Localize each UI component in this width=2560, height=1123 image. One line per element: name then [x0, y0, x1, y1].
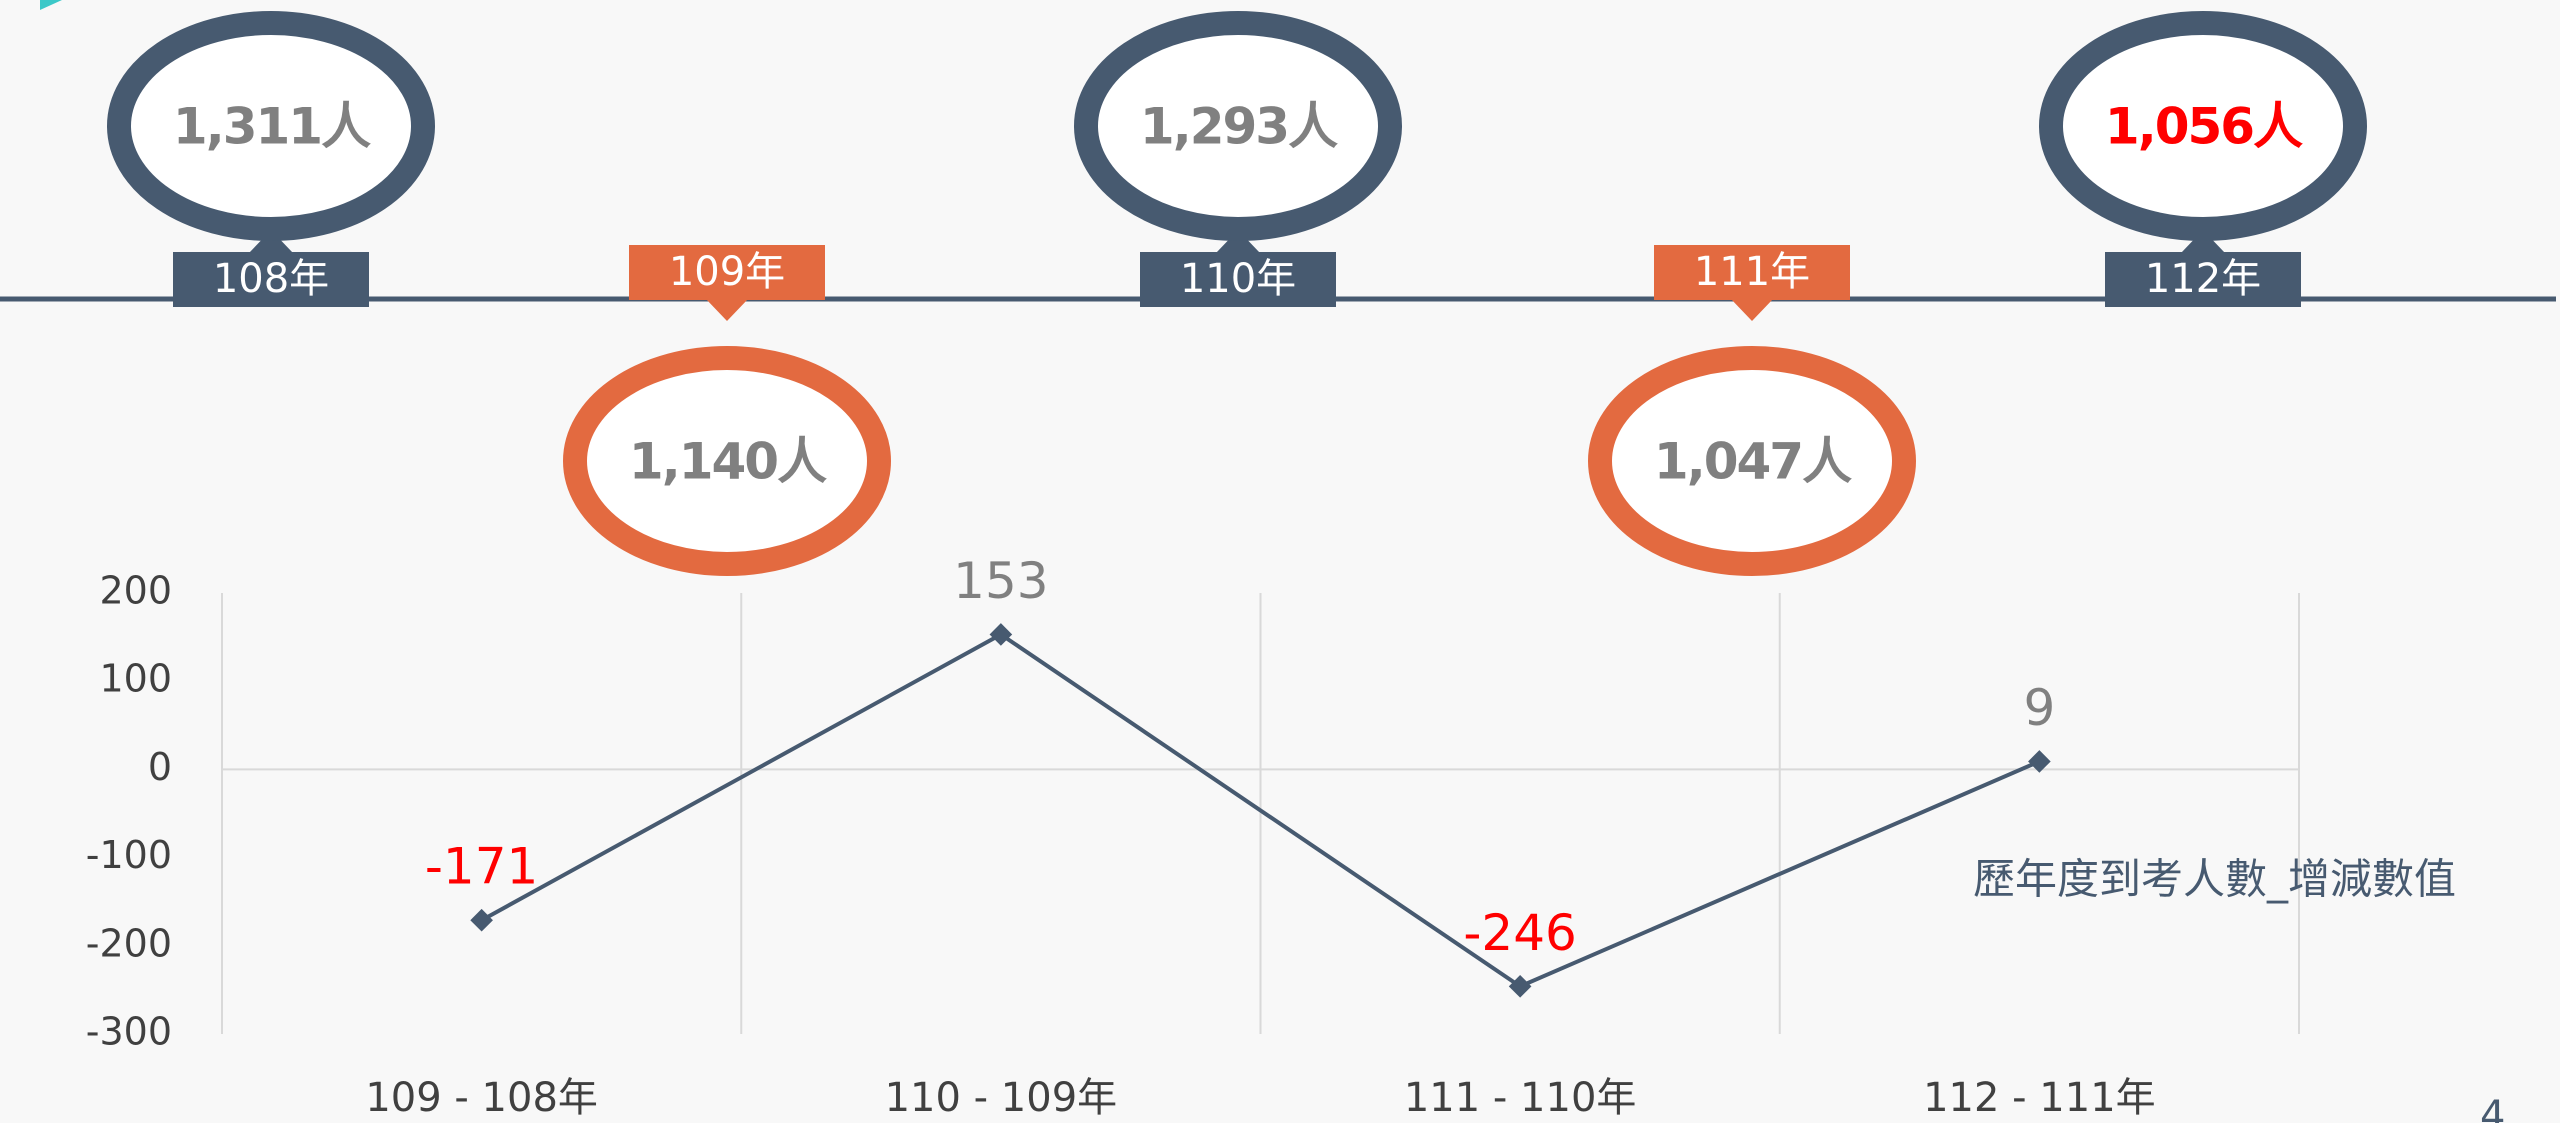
pointer [249, 230, 293, 253]
count-bubble [1588, 346, 1916, 576]
count-bubble [107, 11, 435, 241]
x-tick-label: 110 - 109年 [885, 1075, 1118, 1121]
data-label: 9 [2023, 679, 2055, 737]
count-label: 1,047人 [1654, 433, 1852, 491]
pointer [1216, 230, 1260, 253]
year-box [173, 252, 369, 307]
year-box [2105, 252, 2301, 307]
y-tick-label: 0 [148, 745, 172, 789]
count-label: 1,140人 [629, 433, 827, 491]
year-box [1654, 245, 1850, 300]
count-label: 1,056人 [2105, 98, 2303, 156]
y-tick-label: -200 [86, 921, 172, 965]
pointer [705, 298, 749, 321]
page-number: 4 [2480, 1093, 2505, 1123]
x-tick-label: 112 - 111年 [1923, 1075, 2156, 1121]
count-label: 1,311人 [173, 98, 371, 156]
year-label: 112年 [2145, 256, 2261, 302]
marker [2028, 750, 2051, 773]
x-tick-label: 111 - 110年 [1404, 1075, 1637, 1121]
data-label: -171 [425, 838, 538, 896]
count-bubble [563, 346, 891, 576]
y-tick-label: -100 [86, 833, 172, 877]
year-label: 108年 [213, 256, 329, 302]
corner-decoration [40, 0, 62, 10]
year-label: 110年 [1180, 256, 1296, 302]
y-tick-label: 100 [99, 657, 172, 701]
year-label: 111年 [1694, 249, 1810, 295]
marker [470, 908, 493, 932]
year-box [629, 245, 825, 300]
count-bubble [2039, 11, 2367, 241]
count-label: 1,293人 [1140, 98, 1338, 156]
y-tick-label: 200 [99, 569, 172, 613]
y-tick-label: -300 [86, 1010, 172, 1054]
count-bubble [1074, 11, 1402, 241]
data-label: 153 [953, 552, 1048, 610]
line [480, 632, 2041, 989]
data-label: -246 [1463, 904, 1576, 962]
year-label: 109年 [669, 249, 785, 295]
legend-label: 歷年度到考人數_增減數值 [1973, 855, 2456, 904]
year-box [1140, 252, 1336, 307]
marker [989, 623, 1013, 646]
pointer [2181, 230, 2225, 253]
pointer [1730, 298, 1774, 321]
x-tick-label: 109 - 108年 [365, 1075, 598, 1121]
marker [1508, 975, 1532, 998]
